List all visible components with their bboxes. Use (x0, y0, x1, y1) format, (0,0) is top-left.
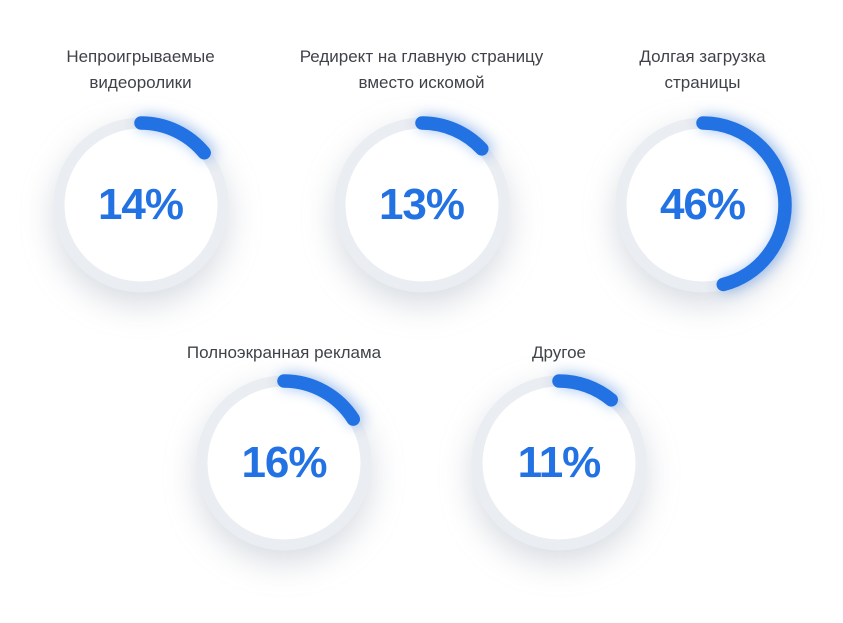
donut-arc (613, 116, 792, 294)
chart-title: Другое (531, 343, 586, 362)
donut-ring-svg (51, 116, 230, 294)
donut-ring: 14% (51, 116, 230, 294)
donut-arc (332, 116, 511, 294)
percent-value: 13% (378, 180, 465, 229)
chart-title: Долгая загрузка страницы (639, 47, 766, 93)
donut-ring-svg (470, 374, 648, 552)
donut-ring: 46% (613, 116, 792, 294)
donut-ring-svg (613, 116, 792, 294)
donut-arc (51, 116, 230, 294)
percent-value: 14% (97, 180, 184, 229)
chart-title: Полноэкранная реклама (186, 343, 382, 362)
percent-value: 11% (517, 438, 602, 487)
charts-row-top: Непроигрываемые видеоролики 14% Редирект… (0, 44, 843, 294)
chart-title: Непроигрываемые видеоролики (66, 47, 215, 93)
percent-value: 46% (659, 180, 746, 229)
donut-chart-slow-page-load: Долгая загрузка страницы 46% (562, 44, 843, 294)
donut-ring: 13% (332, 116, 511, 294)
charts-row-bottom: Полноэкранная реклама 16% Другое 11% (0, 340, 843, 552)
donut-chart-unplayable-videos: Непроигрываемые видеоролики 14% (0, 44, 281, 294)
donut-arc (195, 374, 373, 552)
percent-value: 16% (241, 438, 327, 487)
donut-chart-other: Другое 11% (422, 340, 697, 552)
donut-arc (470, 374, 648, 552)
donut-ring: 16% (195, 374, 373, 552)
donut-ring-svg (195, 374, 373, 552)
donut-chart-redirect-to-homepage: Редирект на главную страницу вместо иско… (281, 44, 562, 294)
donut-ring: 11% (470, 374, 648, 552)
donut-ring-svg (332, 116, 511, 294)
chart-title: Редирект на главную страницу вместо иско… (299, 47, 544, 93)
donut-chart-fullscreen-ads: Полноэкранная реклама 16% (147, 340, 422, 552)
